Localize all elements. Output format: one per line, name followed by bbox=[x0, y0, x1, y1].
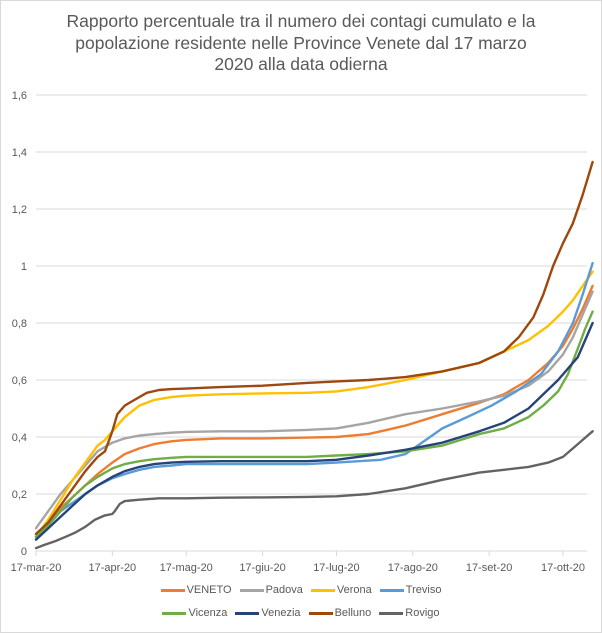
legend-item-verona: Verona bbox=[310, 584, 372, 596]
legend-row-1: VENETO Padova Verona Treviso bbox=[0, 584, 602, 596]
legend-item-treviso: Treviso bbox=[379, 584, 442, 596]
legend-swatch bbox=[379, 588, 404, 592]
series-line-rovigo bbox=[34, 430, 594, 550]
y-tick-label: 0,2 bbox=[12, 489, 27, 501]
series-lines bbox=[34, 160, 594, 550]
gridlines bbox=[36, 94, 587, 495]
legend-label: Vicenza bbox=[188, 607, 228, 619]
x-tick-label: 17-giu-20 bbox=[239, 562, 285, 574]
x-tick-label: 17-mar-20 bbox=[11, 562, 62, 574]
x-axis: 17-mar-20 17-apr-20 17-mag-20 17-giu-20 17-l… bbox=[11, 550, 587, 574]
y-tick-label: 0 bbox=[21, 546, 27, 558]
y-tick-label: 1,4 bbox=[12, 147, 27, 159]
x-tick-label: 17-apr-20 bbox=[88, 562, 136, 574]
y-axis-ticks: 0 0,2 0,4 0,6 0,8 1 1,2 1,4 1,6 bbox=[12, 90, 27, 558]
legend-item-padova: Padova bbox=[239, 584, 303, 596]
legend-item-belluno: Belluno bbox=[308, 607, 372, 619]
series-line-belluno bbox=[34, 160, 594, 536]
legend-label: Verona bbox=[336, 584, 372, 596]
x-tick-label: 17-lug-20 bbox=[313, 562, 359, 574]
legend-row-2: Vicenza Venezia Belluno Rovigo bbox=[0, 607, 602, 619]
legend-label: Rovigo bbox=[405, 607, 440, 619]
legend-swatch bbox=[160, 588, 185, 592]
y-tick-label: 0,4 bbox=[12, 432, 27, 444]
legend-label: Venezia bbox=[261, 607, 301, 619]
series-line-venezia bbox=[34, 321, 594, 541]
y-tick-label: 1,6 bbox=[12, 90, 27, 102]
y-tick-label: 1 bbox=[21, 261, 27, 273]
x-tick-label: 17-ott-20 bbox=[541, 562, 585, 574]
legend-swatch bbox=[308, 611, 333, 615]
legend-swatch bbox=[239, 588, 264, 592]
legend-swatch bbox=[379, 611, 404, 615]
legend-item-veneto: VENETO bbox=[160, 584, 232, 596]
y-tick-label: 0,8 bbox=[12, 318, 27, 330]
legend-item-rovigo: Rovigo bbox=[379, 607, 440, 619]
legend-item-venezia: Venezia bbox=[235, 607, 301, 619]
legend-label: Padova bbox=[265, 584, 303, 596]
legend-label: Belluno bbox=[334, 607, 372, 619]
legend-label: VENETO bbox=[186, 584, 232, 596]
series-line-vicenza bbox=[34, 310, 594, 538]
chart-title-line-1: Rapporto percentuale tra il numero dei c… bbox=[66, 11, 536, 31]
y-tick-label: 0,6 bbox=[12, 375, 27, 387]
x-tick-label: 17-set-20 bbox=[466, 562, 512, 574]
legend-swatch bbox=[310, 588, 335, 592]
legend-swatch bbox=[235, 611, 260, 615]
y-tick-label: 1,2 bbox=[12, 204, 27, 216]
series-line-treviso bbox=[34, 261, 594, 541]
x-tick-label: 17-ago-20 bbox=[388, 562, 438, 574]
legend-item-vicenza: Vicenza bbox=[162, 607, 227, 619]
x-tick-label: 17-mag-20 bbox=[160, 562, 213, 574]
chart-title: Rapporto percentuale tra il numero dei c… bbox=[0, 11, 602, 76]
legend-label: Treviso bbox=[405, 584, 442, 596]
chart-title-line-2: popolazione residente nelle Province Ven… bbox=[75, 32, 527, 53]
legend-swatch bbox=[162, 611, 187, 615]
series-line-verona bbox=[34, 270, 594, 538]
series-line-padova bbox=[34, 290, 594, 530]
chart-title-line-3: 2020 alla data odierna bbox=[214, 54, 388, 74]
